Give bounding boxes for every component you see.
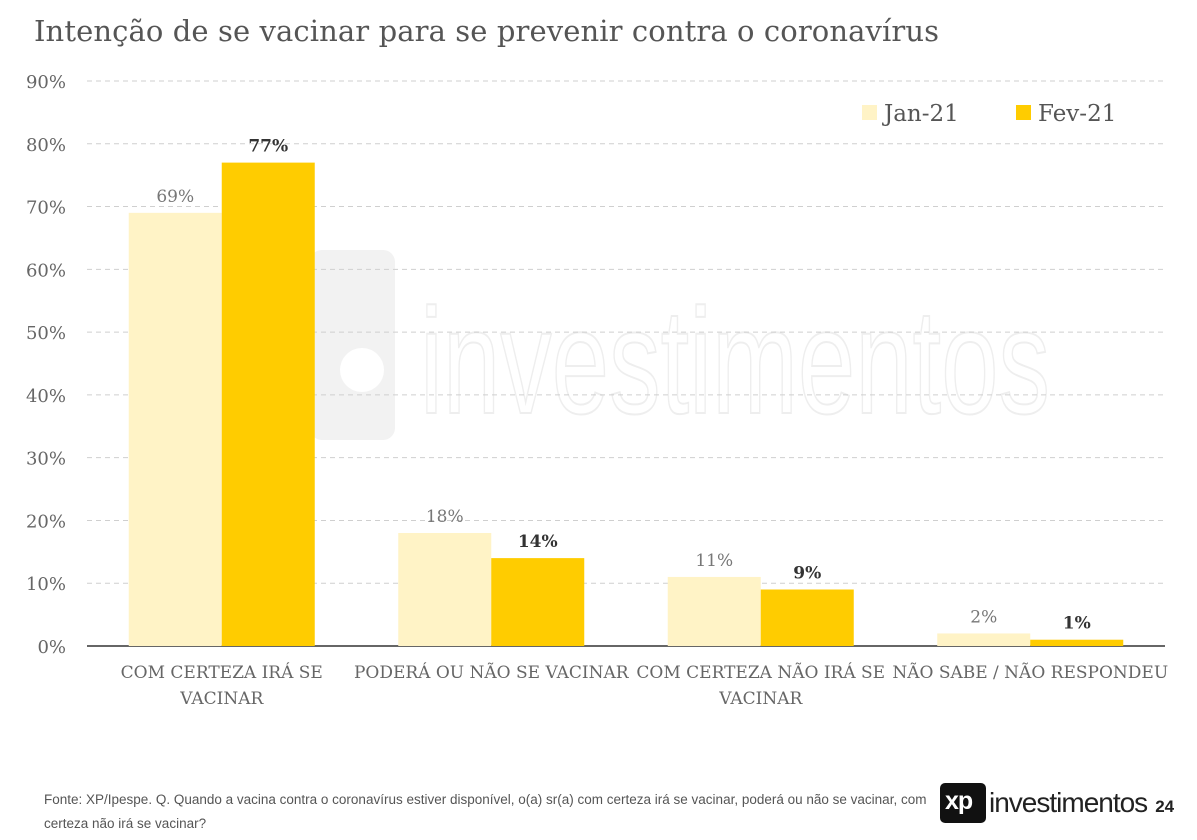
data-label: 2% <box>970 607 997 627</box>
y-tick-label: 0% <box>37 637 66 658</box>
y-tick-label: 70% <box>26 198 66 219</box>
y-tick-label: 30% <box>26 449 66 470</box>
bar-jan <box>128 212 222 647</box>
bar-fev <box>760 589 854 646</box>
y-tick-label: 20% <box>26 511 66 532</box>
xp-logo-mark: xp <box>940 783 986 823</box>
data-label: 18% <box>426 507 464 527</box>
x-tick-label: VACINAR <box>718 689 803 709</box>
bar-jan <box>667 576 761 646</box>
y-tick-label: 80% <box>26 135 66 156</box>
source-note: Fonte: XP/Ipespe. Q. Quando a vacina con… <box>44 792 927 831</box>
data-label: 14% <box>518 532 558 552</box>
y-tick-label: 10% <box>26 574 66 595</box>
y-tick-label: 50% <box>26 323 66 344</box>
svg-text:investimentos: investimentos <box>420 277 1050 445</box>
x-tick-label: COM CERTEZA NÃO IRÁ SE <box>636 662 885 683</box>
logo-text: investimentos <box>989 787 1148 818</box>
x-tick-label: VACINAR <box>179 689 264 709</box>
legend-swatch <box>1016 105 1031 120</box>
y-tick-label: 90% <box>26 72 66 93</box>
legend-swatch <box>862 105 877 120</box>
xp-logo: xp investimentos 24 <box>940 782 1174 824</box>
data-label: 1% <box>1063 614 1091 634</box>
bar-fev <box>491 558 585 646</box>
watermark-logo: investimentos <box>310 250 1051 445</box>
x-tick-label: PODERÁ OU NÃO SE VACINAR <box>354 662 630 683</box>
data-label: 9% <box>793 564 821 584</box>
data-label: 77% <box>248 137 288 157</box>
data-label: 69% <box>156 187 194 207</box>
legend-label: Fev-21 <box>1038 101 1116 127</box>
legend-label: Jan-21 <box>882 101 959 127</box>
bar-jan <box>398 533 492 646</box>
bar-chart: 0% 10% 20% 30% 40% 50% 60% 70% 80% 90% 69% 77% COM C… <box>26 72 1168 709</box>
page-number: 24 <box>1155 797 1175 816</box>
x-tick-label: NÃO SABE / NÃO RESPONDEU <box>892 662 1168 683</box>
y-tick-label: 60% <box>26 260 66 281</box>
bar-jan <box>937 633 1031 646</box>
y-tick-label: 40% <box>26 386 66 407</box>
data-label: 11% <box>695 551 733 571</box>
x-tick-label: COM CERTEZA IRÁ SE <box>121 662 323 683</box>
bar-fev <box>221 162 315 646</box>
chart-title: Intenção de se vacinar para se prevenir … <box>34 14 940 48</box>
bar-fev <box>1030 639 1124 646</box>
